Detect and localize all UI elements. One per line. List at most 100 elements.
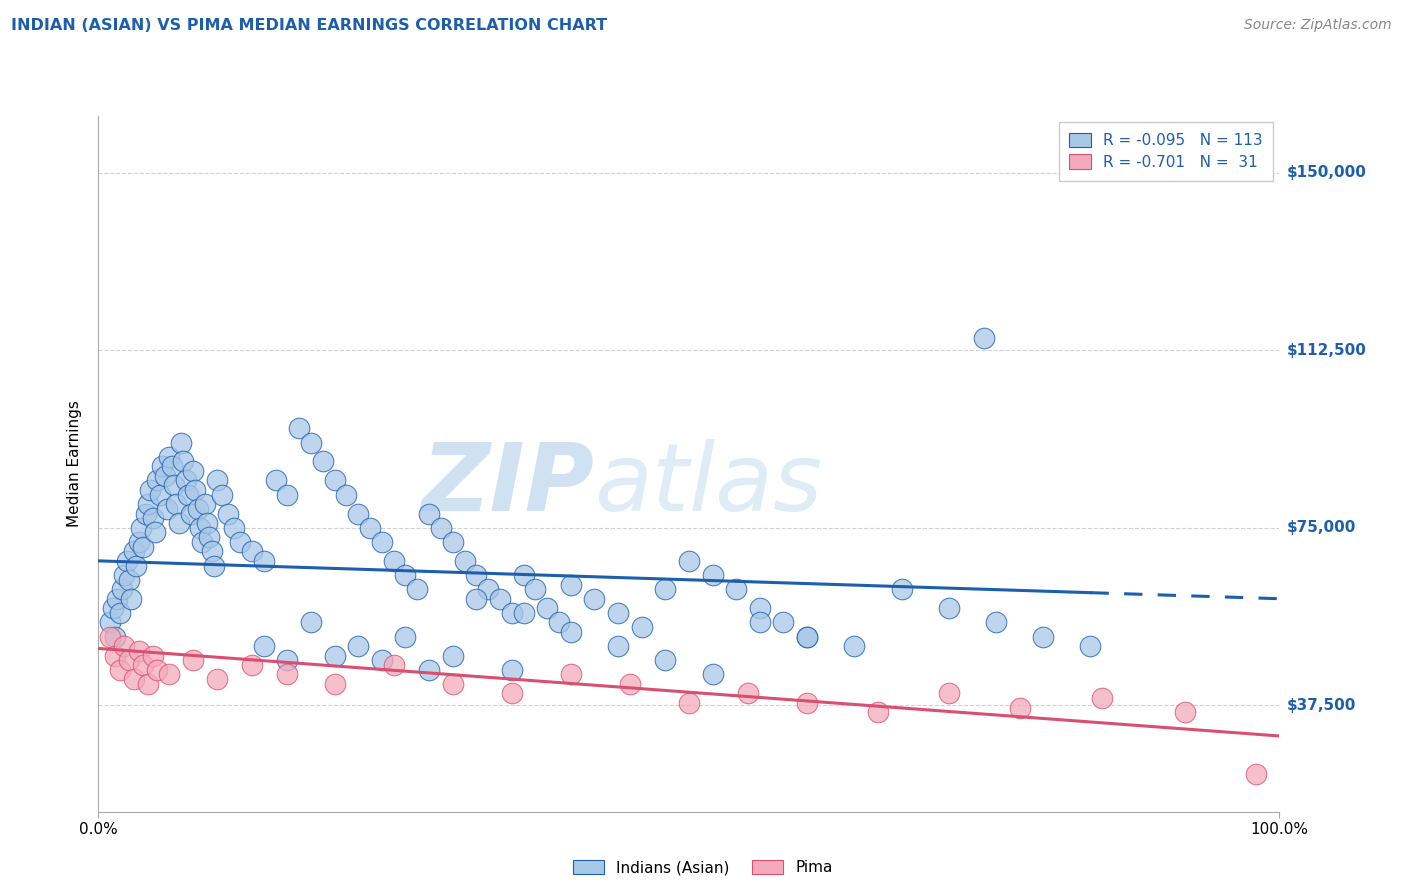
Point — [132, 540, 155, 554]
Point — [536, 601, 558, 615]
Point — [146, 474, 169, 488]
Point — [112, 568, 135, 582]
Point — [1032, 630, 1054, 644]
Point — [489, 591, 512, 606]
Point — [163, 478, 186, 492]
Point — [157, 667, 180, 681]
Point — [276, 653, 298, 667]
Point — [323, 648, 346, 663]
Point — [796, 696, 818, 710]
Point — [180, 507, 202, 521]
Point — [1244, 767, 1267, 781]
Point — [142, 511, 165, 525]
Point — [104, 630, 127, 644]
Point — [217, 507, 239, 521]
Point — [135, 507, 157, 521]
Point — [394, 630, 416, 644]
Point — [371, 653, 394, 667]
Point — [98, 615, 121, 630]
Point — [253, 639, 276, 653]
Point — [224, 521, 246, 535]
Point — [382, 554, 405, 568]
Point — [125, 558, 148, 573]
Point — [501, 606, 523, 620]
Point — [167, 516, 190, 530]
Point — [323, 677, 346, 691]
Point — [240, 658, 263, 673]
Point — [229, 535, 252, 549]
Point — [177, 487, 200, 501]
Point — [973, 331, 995, 345]
Point — [157, 450, 180, 464]
Point — [115, 554, 138, 568]
Legend: Indians (Asian), Pima: Indians (Asian), Pima — [569, 855, 837, 880]
Text: $75,000: $75,000 — [1286, 520, 1355, 535]
Point — [143, 525, 166, 540]
Point — [654, 653, 676, 667]
Point — [136, 677, 159, 691]
Point — [560, 667, 582, 681]
Point — [654, 582, 676, 597]
Point — [702, 568, 724, 582]
Point — [359, 521, 381, 535]
Point — [430, 521, 453, 535]
Point — [187, 501, 209, 516]
Point — [984, 615, 1007, 630]
Point — [312, 454, 335, 468]
Point — [453, 554, 475, 568]
Point — [156, 501, 179, 516]
Y-axis label: Median Earnings: Median Earnings — [67, 401, 83, 527]
Point — [142, 648, 165, 663]
Point — [772, 615, 794, 630]
Point — [165, 497, 187, 511]
Point — [174, 474, 197, 488]
Point — [195, 516, 218, 530]
Point — [118, 573, 141, 587]
Point — [890, 582, 912, 597]
Point — [725, 582, 748, 597]
Point — [512, 568, 534, 582]
Point — [866, 706, 889, 720]
Point — [347, 639, 370, 653]
Point — [347, 507, 370, 521]
Point — [181, 464, 204, 478]
Point — [938, 601, 960, 615]
Point — [150, 459, 173, 474]
Text: ZIP: ZIP — [422, 439, 595, 531]
Point — [524, 582, 547, 597]
Point — [583, 591, 606, 606]
Point — [211, 487, 233, 501]
Text: atlas: atlas — [595, 439, 823, 530]
Point — [122, 672, 145, 686]
Text: $112,500: $112,500 — [1286, 343, 1367, 358]
Point — [501, 686, 523, 700]
Point — [560, 624, 582, 639]
Point — [371, 535, 394, 549]
Point — [172, 454, 194, 468]
Point — [748, 601, 770, 615]
Point — [132, 658, 155, 673]
Point — [607, 606, 630, 620]
Point — [276, 487, 298, 501]
Point — [796, 630, 818, 644]
Point — [441, 648, 464, 663]
Point — [299, 435, 322, 450]
Point — [205, 474, 228, 488]
Point — [1008, 700, 1031, 714]
Point — [548, 615, 571, 630]
Point — [160, 459, 183, 474]
Point — [170, 435, 193, 450]
Point — [129, 521, 152, 535]
Point — [201, 544, 224, 558]
Point — [205, 672, 228, 686]
Point — [607, 639, 630, 653]
Point — [418, 663, 440, 677]
Point — [702, 667, 724, 681]
Point — [844, 639, 866, 653]
Point — [122, 544, 145, 558]
Point — [441, 677, 464, 691]
Point — [105, 591, 128, 606]
Point — [288, 421, 311, 435]
Text: INDIAN (ASIAN) VS PIMA MEDIAN EARNINGS CORRELATION CHART: INDIAN (ASIAN) VS PIMA MEDIAN EARNINGS C… — [11, 18, 607, 33]
Point — [276, 667, 298, 681]
